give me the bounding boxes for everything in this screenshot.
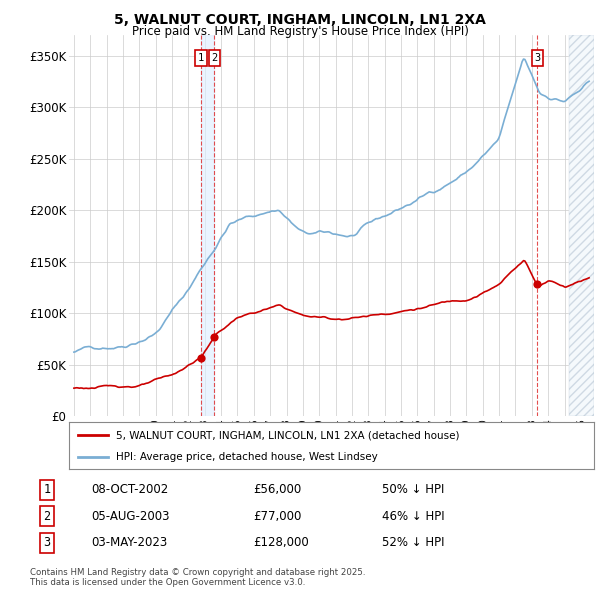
Text: 2: 2 <box>211 53 218 63</box>
Text: 03-MAY-2023: 03-MAY-2023 <box>91 536 167 549</box>
Bar <box>201 35 214 416</box>
Text: Contains HM Land Registry data © Crown copyright and database right 2025.
This d: Contains HM Land Registry data © Crown c… <box>30 568 365 587</box>
Text: 5, WALNUT COURT, INGHAM, LINCOLN, LN1 2XA: 5, WALNUT COURT, INGHAM, LINCOLN, LN1 2X… <box>114 13 486 27</box>
Text: £56,000: £56,000 <box>253 483 301 496</box>
Text: Price paid vs. HM Land Registry's House Price Index (HPI): Price paid vs. HM Land Registry's House … <box>131 25 469 38</box>
Point <box>209 332 219 342</box>
Text: 1: 1 <box>43 483 50 496</box>
Text: 08-OCT-2002: 08-OCT-2002 <box>91 483 169 496</box>
Text: £128,000: £128,000 <box>253 536 309 549</box>
Text: 05-AUG-2003: 05-AUG-2003 <box>91 510 170 523</box>
Text: 46% ↓ HPI: 46% ↓ HPI <box>382 510 444 523</box>
Text: 3: 3 <box>43 536 50 549</box>
Text: 1: 1 <box>198 53 204 63</box>
Bar <box>569 35 594 416</box>
Bar <box>569 35 594 416</box>
Point <box>196 353 206 363</box>
Text: 50% ↓ HPI: 50% ↓ HPI <box>382 483 444 496</box>
Text: 52% ↓ HPI: 52% ↓ HPI <box>382 536 444 549</box>
Point <box>532 280 542 289</box>
Text: 5, WALNUT COURT, INGHAM, LINCOLN, LN1 2XA (detached house): 5, WALNUT COURT, INGHAM, LINCOLN, LN1 2X… <box>116 430 460 440</box>
Text: £77,000: £77,000 <box>253 510 302 523</box>
Text: 3: 3 <box>534 53 541 63</box>
Bar <box>569 35 594 416</box>
Text: 2: 2 <box>43 510 50 523</box>
Text: HPI: Average price, detached house, West Lindsey: HPI: Average price, detached house, West… <box>116 453 378 462</box>
